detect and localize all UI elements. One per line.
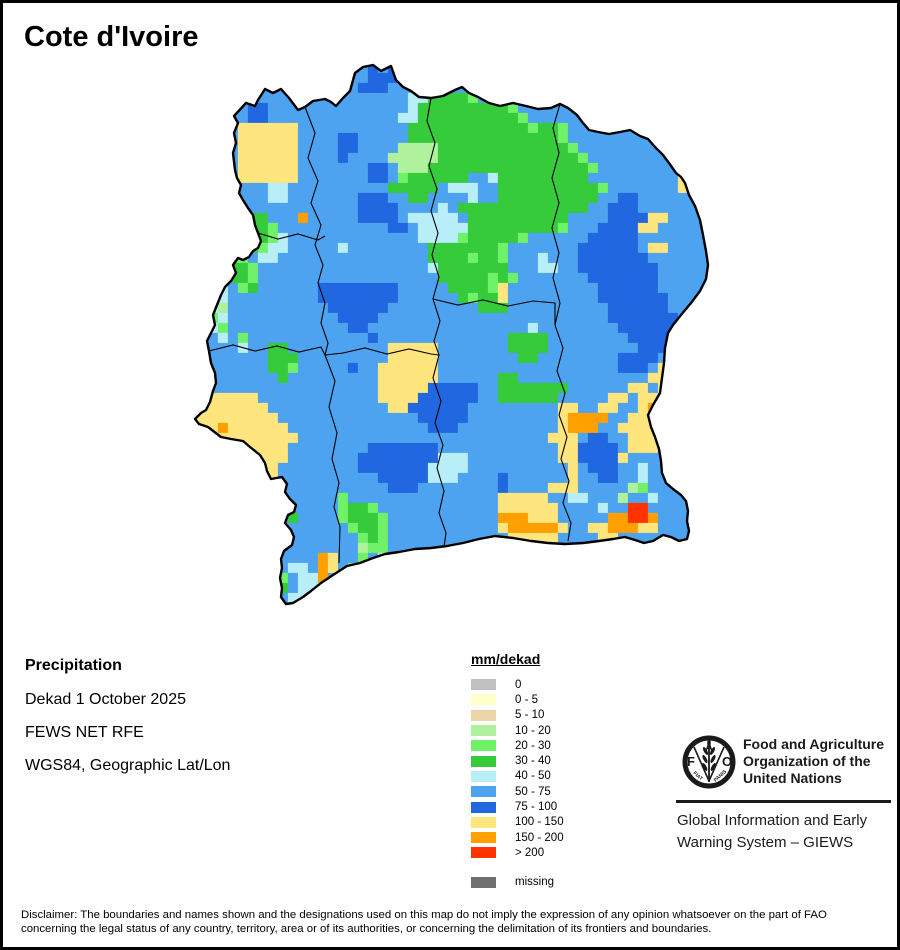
fao-org-name: Food and Agriculture Organization of the… — [743, 736, 884, 787]
legend-swatch — [471, 786, 496, 798]
legend-item: 5 - 10 — [471, 708, 564, 723]
legend-swatch — [471, 709, 496, 721]
meta-variable: Precipitation — [25, 657, 122, 674]
legend-item: 50 - 75 — [471, 784, 564, 799]
legend-swatch — [471, 694, 496, 706]
legend-label: 50 - 75 — [515, 785, 551, 798]
map-metadata: Precipitation Dekad 1 October 2025 FEWS … — [25, 657, 230, 790]
fao-name-line: United Nations — [743, 770, 842, 786]
legend-label: 40 - 50 — [515, 770, 551, 783]
legend-item: 20 - 30 — [471, 738, 564, 753]
legend-swatch — [471, 740, 496, 752]
legend-swatch — [471, 755, 496, 767]
legend-label: > 200 — [515, 846, 545, 859]
legend-swatch — [471, 832, 496, 844]
legend-item: 100 - 150 — [471, 815, 564, 830]
legend-item: 10 - 20 — [471, 723, 564, 738]
legend-item: 40 - 50 — [471, 769, 564, 784]
legend-swatch — [471, 816, 496, 828]
disclaimer-text: Disclaimer: The boundaries and names sho… — [21, 909, 827, 935]
legend-label: 10 - 20 — [515, 724, 551, 737]
giews-line: Global Information and Early — [677, 812, 868, 829]
page-title: Cote d'Ivoire — [24, 21, 199, 53]
giews-line: Warning System – GIEWS — [677, 834, 854, 851]
legend-label: 0 — [515, 678, 522, 691]
legend-swatch — [471, 725, 496, 737]
legend-swatch — [471, 876, 496, 888]
admin-boundaries — [208, 97, 572, 564]
fao-logo-icon: F A O FIAT PANIS — [682, 735, 736, 789]
legend-item: 30 - 40 — [471, 753, 564, 768]
meta-dekad: Dekad 1 October 2025 — [25, 691, 186, 708]
fao-name-line: Food and Agriculture — [743, 736, 885, 752]
legend-title: mm/dekad — [471, 651, 541, 667]
raster-cells — [195, 65, 708, 604]
svg-text:FIAT: FIAT — [692, 770, 704, 782]
legend-item: 0 — [471, 677, 564, 692]
legend-item: > 200 — [471, 845, 564, 860]
legend-label: 75 - 100 — [515, 801, 558, 814]
svg-text:A: A — [705, 742, 713, 754]
giews-label: Global Information and Early Warning Sys… — [677, 810, 867, 854]
legend-item: missing — [471, 875, 564, 890]
legend-label: 100 - 150 — [515, 816, 564, 829]
legend-item: 75 - 100 — [471, 799, 564, 814]
divider — [676, 800, 891, 803]
legend-swatch — [471, 770, 496, 782]
legend-label: missing — [515, 876, 554, 889]
legend: mm/dekad 0 0 - 5 5 - 10 10 - 20 20 - 30 30 - … — [471, 651, 564, 890]
precipitation-map — [193, 63, 710, 606]
meta-source: FEWS NET RFE — [25, 724, 144, 741]
legend-label: 20 - 30 — [515, 739, 551, 752]
legend-swatch — [471, 847, 496, 859]
country-outline — [193, 63, 710, 606]
legend-label: 30 - 40 — [515, 755, 551, 768]
legend-label: 0 - 5 — [515, 693, 539, 706]
legend-swatch — [471, 679, 496, 691]
legend-label: 150 - 200 — [515, 831, 564, 844]
legend-swatch — [471, 801, 496, 813]
svg-text:F: F — [687, 754, 695, 769]
meta-projection: WGS84, Geographic Lat/Lon — [25, 757, 231, 774]
fao-name-line: Organization of the — [743, 753, 871, 769]
legend-item: 150 - 200 — [471, 830, 564, 845]
legend-item: 0 - 5 — [471, 692, 564, 707]
svg-text:O: O — [722, 754, 732, 769]
legend-label: 5 - 10 — [515, 709, 545, 722]
